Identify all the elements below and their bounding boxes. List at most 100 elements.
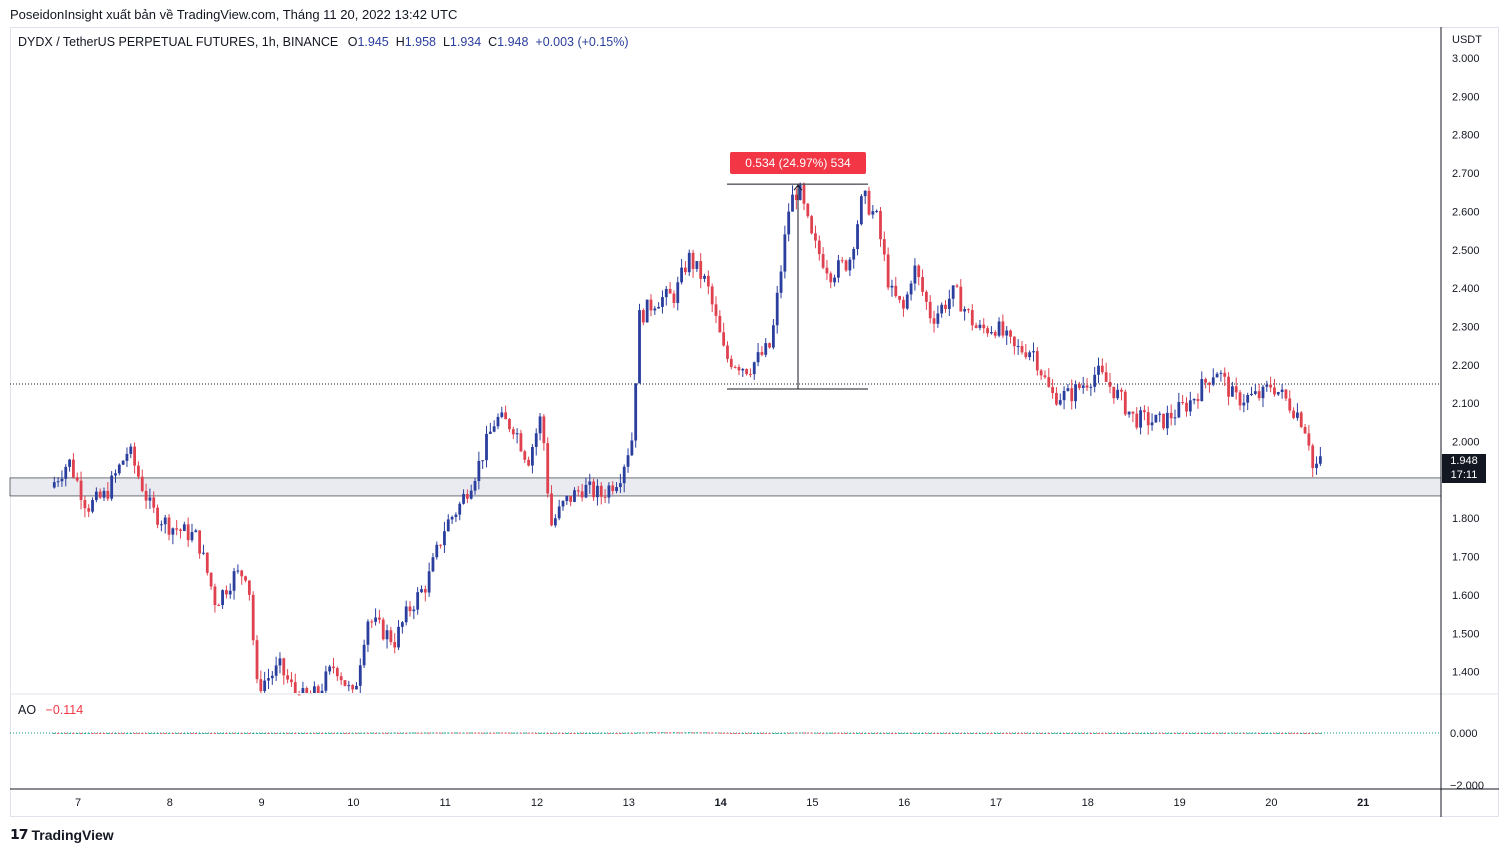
candle-body xyxy=(1097,365,1100,375)
close-value: 1.948 xyxy=(497,35,529,49)
candle-body xyxy=(661,297,664,307)
ao-bar xyxy=(420,732,423,734)
footer-brand[interactable]: 𝟭𝟳 TradingView xyxy=(10,826,114,843)
candle-body xyxy=(837,260,840,278)
candle-body xyxy=(355,685,358,690)
candle-body xyxy=(117,464,121,474)
candle-body xyxy=(814,233,817,241)
candle-body xyxy=(810,216,814,234)
time-tick-label: 16 xyxy=(898,797,910,809)
candle-body xyxy=(389,630,393,643)
measure-label[interactable]: 0.534 (24.97%) 534 xyxy=(730,152,866,174)
candle-body xyxy=(1219,372,1223,374)
ao-bar xyxy=(703,732,706,734)
ao-bar xyxy=(573,733,576,734)
candle-body xyxy=(144,491,148,501)
ao-bar xyxy=(244,733,247,734)
ao-bar xyxy=(408,732,412,734)
candle-body xyxy=(378,617,381,620)
candle-body xyxy=(852,249,856,260)
candle-body xyxy=(496,416,500,427)
candle-body xyxy=(1135,413,1139,428)
candle-body xyxy=(550,493,553,526)
ao-bar xyxy=(948,733,951,734)
candle-body xyxy=(1257,391,1261,399)
ao-bar xyxy=(1078,733,1081,734)
candle-body xyxy=(752,362,756,375)
ao-bar xyxy=(1315,733,1318,734)
ao-bar xyxy=(1101,733,1104,734)
candle-body xyxy=(232,571,236,591)
candle-body xyxy=(1070,388,1074,402)
symbol-title[interactable]: DYDX / TetherUS PERPETUAL FUTURES, 1h, B… xyxy=(18,35,339,49)
ao-bar xyxy=(339,732,343,734)
ao-bar xyxy=(607,732,611,734)
ao-bar xyxy=(1196,733,1200,734)
ao-bar xyxy=(848,732,852,734)
ao-bar xyxy=(665,732,668,734)
ao-bar xyxy=(236,733,240,734)
ao-bar xyxy=(68,732,71,734)
ao-bar xyxy=(95,733,98,734)
candle-body xyxy=(1227,376,1230,397)
ao-legend[interactable]: AO −0.114 xyxy=(18,703,83,717)
candle-body xyxy=(749,374,752,376)
ao-bar xyxy=(351,732,354,734)
candle-body xyxy=(1104,372,1108,382)
candle-body xyxy=(435,544,439,558)
ao-bar xyxy=(588,733,591,734)
ao-bar xyxy=(890,733,894,734)
candle-body xyxy=(1005,330,1009,336)
ao-bar xyxy=(611,732,614,734)
candle-body xyxy=(1188,400,1192,412)
ao-bar xyxy=(1082,733,1085,734)
candle-body xyxy=(1154,414,1158,423)
ao-bar xyxy=(443,732,446,734)
candle-body xyxy=(630,440,634,456)
candle-body xyxy=(477,460,481,482)
candle-body xyxy=(94,491,98,501)
candle-body xyxy=(794,194,798,200)
ao-bar xyxy=(324,733,328,734)
candle-body xyxy=(538,416,542,434)
ao-bar xyxy=(496,732,500,734)
ao-bar xyxy=(1016,733,1020,734)
candle-body xyxy=(531,447,534,466)
ao-bar xyxy=(1131,733,1135,734)
time-tick-label: 10 xyxy=(347,797,359,809)
ao-bar xyxy=(676,732,679,734)
ao-bar xyxy=(56,733,60,734)
ao-bar xyxy=(867,733,871,734)
candle-body xyxy=(1162,413,1165,429)
ao-bar xyxy=(1051,733,1054,734)
candle-body xyxy=(1047,377,1051,387)
price-tick-label: 2.700 xyxy=(1452,168,1480,180)
candle-body xyxy=(917,265,921,278)
ao-bar xyxy=(1288,733,1291,734)
candle-body xyxy=(1276,391,1280,395)
candle-body xyxy=(760,352,764,355)
ao-bar xyxy=(730,733,733,734)
ao-bar xyxy=(772,732,775,734)
candle-body xyxy=(133,446,137,466)
price-range-measure[interactable] xyxy=(727,183,868,390)
ao-tick-label: 0.000 xyxy=(1450,728,1478,740)
candle-body xyxy=(301,688,305,693)
candle-body xyxy=(1139,410,1142,428)
ao-bar xyxy=(209,733,213,734)
candle-body xyxy=(186,524,190,541)
candle-body xyxy=(955,285,959,287)
candle-body xyxy=(764,343,768,355)
price-tick-label: 2.000 xyxy=(1452,437,1480,449)
ao-bar xyxy=(596,732,599,734)
candle-body xyxy=(125,453,129,461)
ao-bar xyxy=(424,732,427,734)
ao-bar xyxy=(1013,733,1016,734)
ao-bar xyxy=(695,732,699,734)
ao-bar xyxy=(1162,733,1165,734)
ao-bar xyxy=(114,733,117,734)
candle-body xyxy=(791,194,794,212)
candle-body xyxy=(1234,386,1238,393)
ao-bar xyxy=(336,733,339,734)
